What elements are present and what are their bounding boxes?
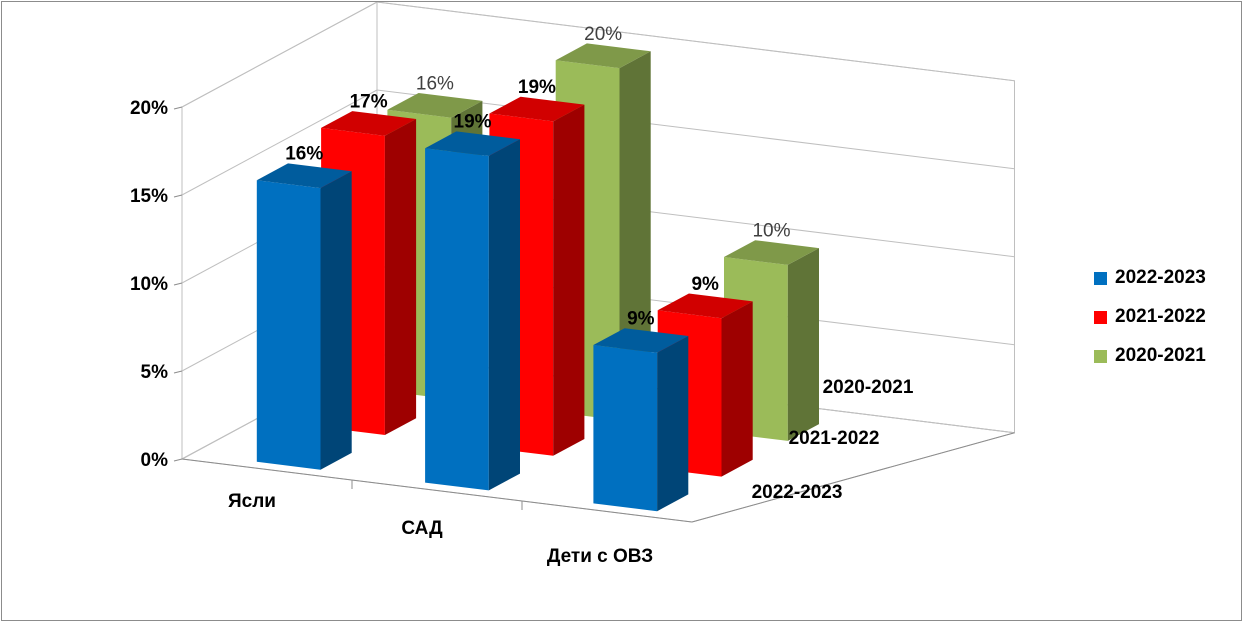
legend-item-0: 2022-2023: [1094, 264, 1206, 292]
depth-label-1: 2021-2022: [789, 428, 880, 449]
gridline-side-3: [181, 89, 378, 196]
legend-item-2: 2020-2021: [1094, 342, 1206, 370]
depth-label-0: 2020-2021: [823, 377, 914, 398]
y-tick-mark-3: [173, 194, 183, 198]
bar-0-1: [425, 131, 520, 491]
legend-label-1: 2021-2022: [1115, 306, 1206, 327]
y-tick-label-3: 15%: [130, 186, 168, 207]
labels: 0% 5% 10% 15% 20% Ясли САД Дети с ОВЗ 2020-2021 2…: [130, 24, 914, 567]
data-label-2-1: 20%: [584, 24, 622, 45]
x-axis-line: [181, 458, 693, 523]
legend-swatch-0: [1094, 271, 1107, 285]
category-label-2: Дети с ОВЗ: [547, 546, 653, 567]
category-label-0: Ясли: [228, 491, 276, 512]
data-label-1-2: 9%: [691, 274, 719, 295]
data-label-2-2: 10%: [752, 221, 790, 242]
legend-swatch-2: [1094, 349, 1107, 363]
data-label-2-0: 16%: [416, 73, 454, 94]
y-tick-mark-4: [173, 106, 183, 110]
axes: [173, 106, 1015, 523]
y-tick-label-1: 5%: [141, 362, 169, 383]
depth-axis-line: [691, 432, 1015, 523]
data-label-0-1: 19%: [454, 112, 492, 133]
gridline-side-4: [181, 2, 378, 108]
data-label-0-0: 16%: [285, 144, 323, 165]
y-tick-label-2: 10%: [130, 274, 168, 295]
bar-0-2: [593, 328, 689, 512]
data-label-1-1: 19%: [518, 77, 556, 98]
data-label-1-0: 17%: [350, 91, 388, 112]
gridline-back-4: [376, 2, 1015, 82]
legend-label-2: 2020-2021: [1115, 345, 1206, 366]
bar-0-0: [256, 163, 352, 470]
y-tick-mark-2: [173, 282, 183, 286]
y-tick-label-4: 20%: [130, 98, 168, 119]
legend-swatch-1: [1094, 310, 1107, 324]
legend-item-1: 2021-2022: [1094, 303, 1206, 331]
data-label-0-2: 9%: [627, 309, 655, 330]
gridline-back-3: [376, 89, 1015, 170]
category-label-1: САД: [401, 518, 443, 539]
y-tick-mark-0: [173, 458, 183, 462]
depth-label-2: 2022-2023: [752, 482, 843, 503]
y-tick-label-0: 0%: [141, 450, 169, 471]
bars: [256, 43, 819, 512]
y-tick-mark-1: [173, 370, 183, 374]
legend: 2022-2023 2021-2022 2020-2021: [1094, 264, 1206, 381]
legend-label-0: 2022-2023: [1115, 267, 1206, 288]
